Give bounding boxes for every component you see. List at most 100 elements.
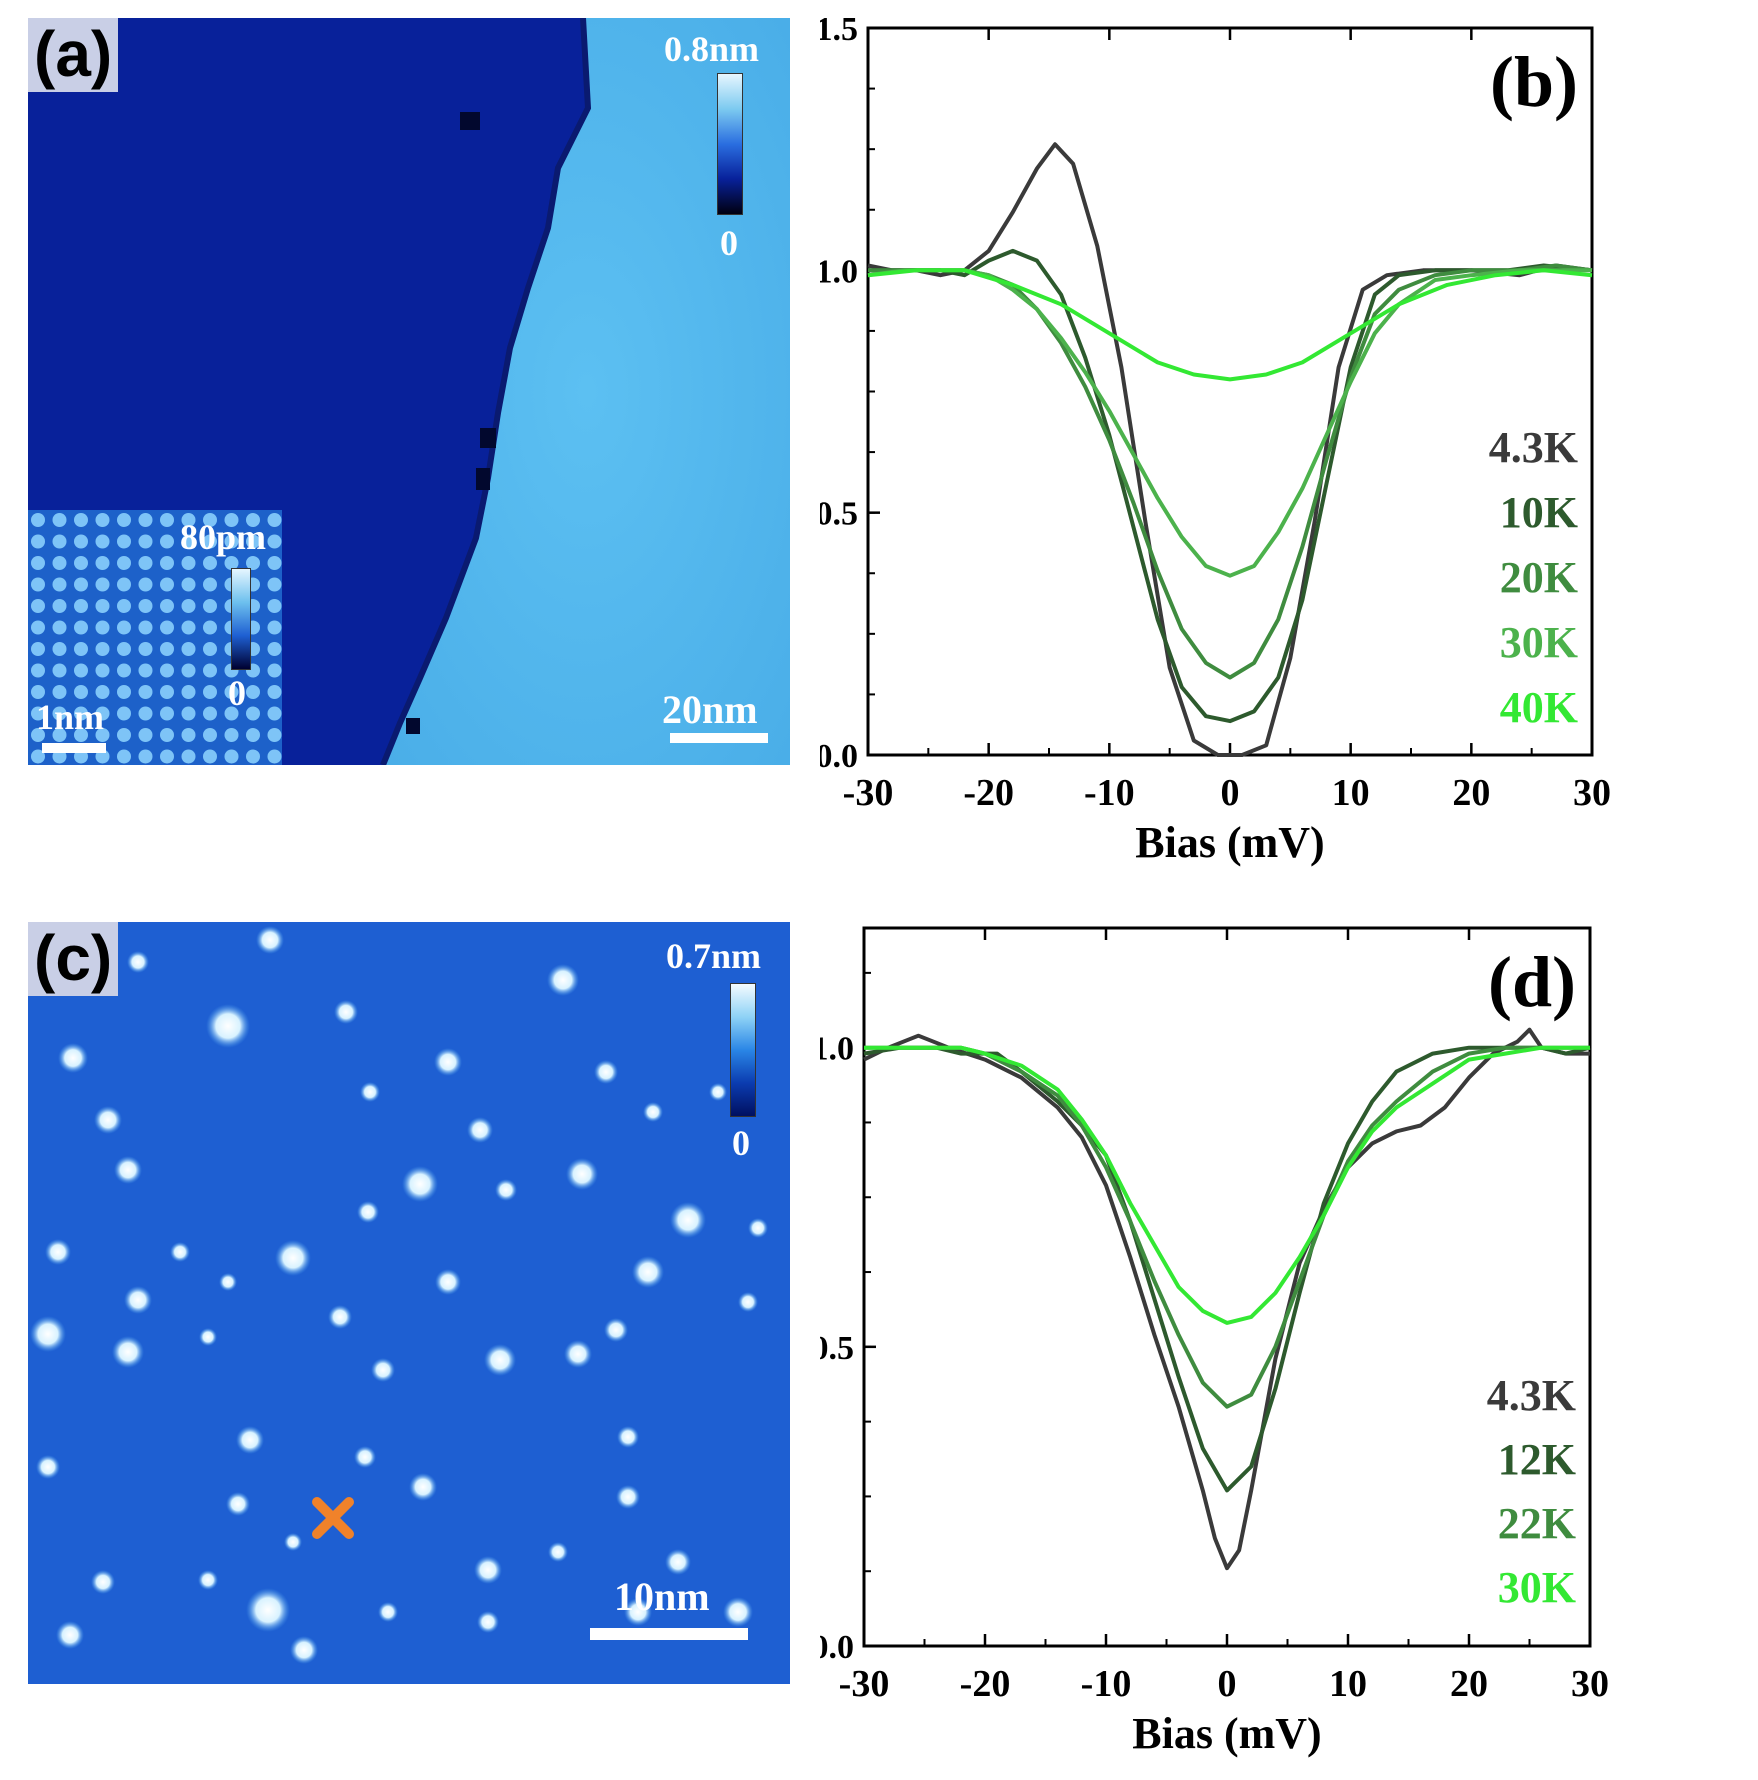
x-tick-label: 0 xyxy=(1221,772,1240,814)
adatom-cluster xyxy=(360,1082,380,1102)
scale-label-a: 20nm xyxy=(662,687,758,732)
lattice-atom xyxy=(160,663,174,678)
lattice-atom xyxy=(52,728,67,742)
x-tick-label: 10 xyxy=(1329,1663,1367,1705)
lattice-atom xyxy=(117,534,131,549)
lattice-atom xyxy=(52,642,67,656)
lattice-atom xyxy=(267,513,282,527)
lattice-atom xyxy=(181,534,196,549)
lattice-atom xyxy=(74,685,88,699)
colorbar-max-label-a: 0.8nm xyxy=(664,29,760,69)
lattice-atom xyxy=(95,706,110,721)
inset-scale-bar xyxy=(42,743,106,753)
adatom-cluster xyxy=(624,1598,652,1626)
adatom-cluster xyxy=(564,1340,592,1368)
adatom-cluster xyxy=(495,1179,517,1201)
lattice-atom xyxy=(52,706,67,721)
adatom-cluster xyxy=(409,1473,437,1501)
lattice-atom xyxy=(203,749,217,764)
lattice-atom xyxy=(267,642,282,656)
lattice-atom xyxy=(181,663,196,678)
lattice-atom xyxy=(74,620,88,635)
lattice-atom xyxy=(203,513,217,527)
panel-label-a: (a) xyxy=(28,18,119,92)
lattice-atom xyxy=(138,620,153,635)
adatom-cluster xyxy=(236,1426,264,1454)
adatom-cluster xyxy=(124,1286,152,1314)
inset-colorbar xyxy=(231,568,251,670)
lattice-atom xyxy=(246,556,260,570)
x-tick-label: 0 xyxy=(1218,1663,1237,1705)
lattice-atom xyxy=(95,728,110,742)
adatom-cluster xyxy=(566,1158,598,1190)
x-tick-label: -30 xyxy=(843,772,894,814)
adatom-cluster xyxy=(378,1602,398,1622)
lattice-atom xyxy=(95,749,110,764)
lattice-atom xyxy=(117,749,131,764)
lattice-atom xyxy=(160,577,174,592)
lattice-atom xyxy=(31,620,45,635)
adatom-cluster xyxy=(434,1048,462,1076)
adatom-cluster xyxy=(334,1000,358,1024)
lattice-atom xyxy=(52,620,67,635)
adatom-cluster xyxy=(30,1316,66,1352)
lattice-atom xyxy=(246,749,260,764)
lattice-atom xyxy=(74,749,88,764)
x-axis-label: Bias (mV) xyxy=(1132,1709,1321,1758)
lattice-atom xyxy=(224,706,239,721)
vacancy-pit xyxy=(406,718,420,734)
adatom-cluster xyxy=(91,1570,115,1594)
lattice-atom xyxy=(160,620,174,635)
lattice-atom xyxy=(31,534,45,549)
lattice-atom xyxy=(181,749,196,764)
series-line-10K xyxy=(868,248,1593,724)
lattice-atom xyxy=(224,728,239,742)
lattice-atom xyxy=(267,556,282,570)
adatom-cluster xyxy=(246,1588,290,1632)
lattice-atom xyxy=(160,749,174,764)
x-tick-label: 20 xyxy=(1452,772,1490,814)
adatom-cluster xyxy=(435,1269,461,1295)
legend-entry-12K: 12K xyxy=(1498,1435,1576,1484)
lattice-atom xyxy=(95,534,110,549)
lattice-atom xyxy=(52,599,67,613)
lattice-atom xyxy=(117,513,131,527)
lattice-atom xyxy=(246,534,260,549)
lattice-atom xyxy=(181,556,196,570)
lattice-atom xyxy=(224,556,239,570)
adatom-cluster xyxy=(94,1106,122,1134)
lattice-atom xyxy=(74,728,88,742)
colorbar-min-label-c: 0 xyxy=(732,1123,750,1163)
scale-bar-a xyxy=(670,733,768,743)
x-tick-label: -20 xyxy=(960,1663,1011,1705)
adatom-cluster xyxy=(328,1305,352,1329)
lattice-atom xyxy=(74,706,88,721)
adatom-cluster xyxy=(354,1446,376,1468)
lattice-atom xyxy=(117,577,131,592)
lattice-atom xyxy=(138,513,153,527)
lattice-atom xyxy=(95,620,110,635)
adatom-cluster xyxy=(114,1156,142,1184)
adatom-cluster xyxy=(670,1202,706,1238)
lattice-atom xyxy=(117,685,131,699)
lattice-atom xyxy=(138,642,153,656)
lattice-atom xyxy=(160,728,174,742)
step-edge xyxy=(380,18,592,765)
lattice-atom xyxy=(31,728,45,742)
lattice-atom xyxy=(31,577,45,592)
lattice-atom xyxy=(138,663,153,678)
colorbar-a xyxy=(717,73,743,215)
atomic-inset xyxy=(28,510,282,765)
adatom-cluster xyxy=(371,1358,395,1382)
adatom-cluster xyxy=(484,1344,516,1376)
lattice-atom xyxy=(160,556,174,570)
lattice-atom xyxy=(246,513,260,527)
legend-entry-22K: 22K xyxy=(1498,1499,1576,1548)
legend-entry-4.3K: 4.3K xyxy=(1487,1371,1576,1420)
lattice-atom xyxy=(138,685,153,699)
x-tick-label: 30 xyxy=(1571,1663,1609,1705)
lattice-atom xyxy=(267,620,282,635)
upper-terrace xyxy=(383,18,790,765)
adatom-cluster xyxy=(199,1328,217,1346)
lattice-atom xyxy=(117,642,131,656)
